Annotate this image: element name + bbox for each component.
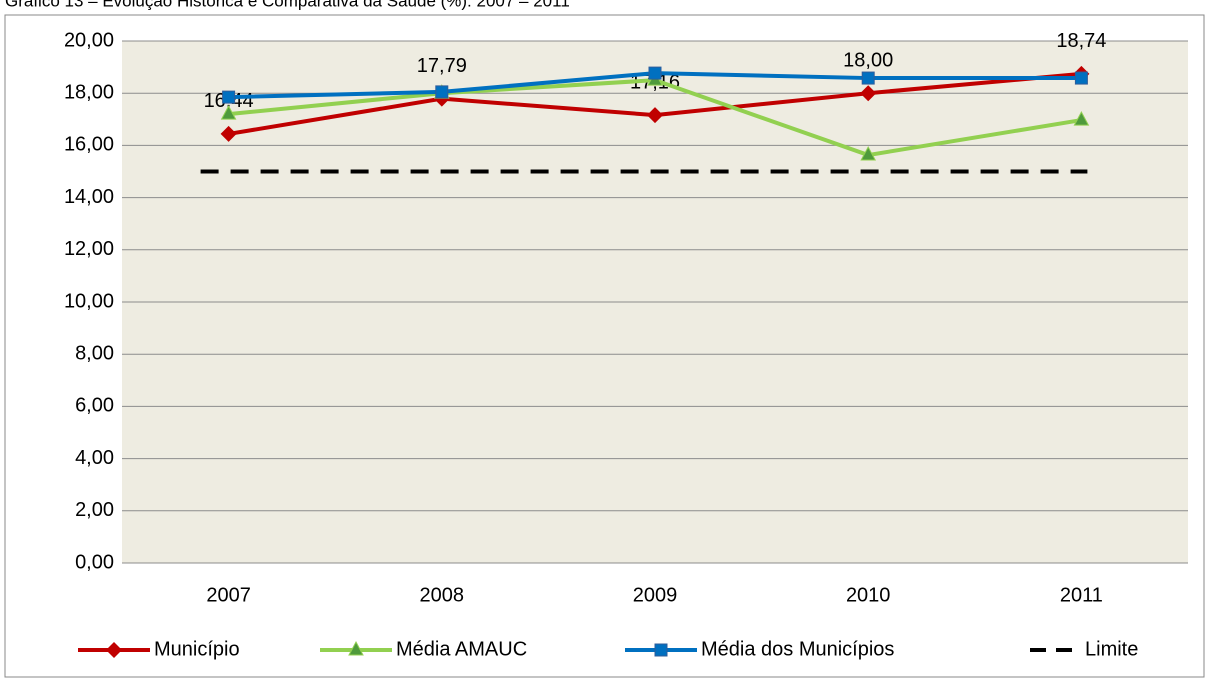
data-label: 17,79	[417, 55, 467, 77]
y-tick-label: 14,00	[64, 186, 114, 208]
y-tick-label: 8,00	[75, 342, 114, 364]
chart-title: Gráfico 13 – Evolução Histórica e Compar…	[5, 0, 570, 10]
legend-marker	[654, 643, 668, 657]
x-tick-label: 2007	[206, 584, 251, 606]
legend-label: Limite	[1085, 638, 1138, 660]
point	[647, 107, 663, 124]
y-tick-label: 18,00	[64, 81, 114, 103]
point	[220, 105, 237, 120]
y-tick-label: 12,00	[64, 238, 114, 260]
point	[220, 125, 237, 142]
x-tick-label: 2009	[633, 584, 678, 606]
legend-label: Município	[154, 638, 240, 660]
point	[222, 90, 236, 104]
y-tick-label: 20,00	[64, 29, 114, 51]
point	[860, 85, 877, 102]
y-tick-label: 10,00	[64, 290, 114, 312]
point	[861, 71, 875, 85]
legend-marker	[106, 642, 122, 658]
data-label: 18,74	[1056, 30, 1106, 52]
legend-label: Média dos Municípios	[701, 638, 894, 660]
y-tick-label: 16,00	[64, 134, 114, 156]
legend-marker	[348, 640, 364, 656]
y-tick-label: 0,00	[75, 551, 114, 573]
y-tick-label: 4,00	[75, 447, 114, 469]
y-tick-label: 6,00	[75, 395, 114, 417]
legend-label: Média AMAUC	[396, 638, 527, 660]
x-tick-label: 2010	[846, 584, 891, 606]
point	[860, 146, 877, 161]
x-tick-label: 2011	[1060, 584, 1103, 606]
data-label: 18,00	[843, 49, 893, 71]
y-tick-label: 2,00	[75, 499, 114, 521]
point	[648, 66, 662, 80]
x-tick-label: 2008	[420, 584, 465, 606]
point	[1074, 71, 1088, 85]
point	[1073, 111, 1090, 126]
point	[435, 85, 449, 99]
